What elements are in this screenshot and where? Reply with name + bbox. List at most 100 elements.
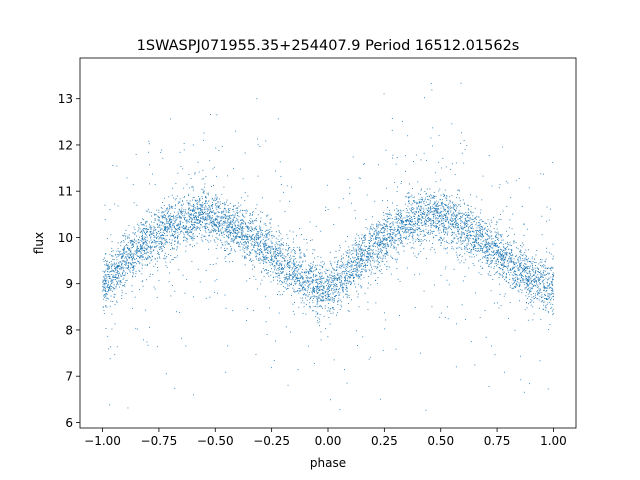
data-point [387, 265, 389, 267]
data-point [357, 247, 359, 249]
data-point [382, 227, 384, 228]
data-point [173, 235, 174, 237]
data-point [511, 268, 513, 270]
data-point [125, 256, 127, 258]
data-point [279, 161, 281, 163]
data-point [153, 232, 155, 234]
data-point [461, 216, 463, 218]
data-point [241, 228, 243, 230]
data-point [445, 215, 447, 217]
data-point [522, 271, 523, 273]
data-point [190, 231, 192, 233]
data-point [528, 303, 529, 305]
data-point [375, 250, 377, 252]
data-point [280, 283, 282, 285]
data-point [110, 280, 112, 282]
data-point [420, 214, 421, 215]
data-point [280, 233, 282, 235]
data-point [462, 221, 463, 223]
data-point [223, 210, 225, 212]
data-point [502, 276, 504, 278]
data-point [514, 273, 516, 275]
data-point [424, 204, 426, 206]
data-point [341, 277, 343, 279]
data-point [183, 225, 184, 227]
data-point [201, 214, 203, 215]
data-point [339, 276, 341, 278]
data-point [528, 281, 530, 282]
data-point [104, 283, 105, 285]
data-point [244, 200, 246, 201]
data-point [106, 260, 108, 262]
data-point [348, 259, 350, 261]
data-point [529, 289, 531, 291]
data-point [216, 230, 218, 232]
data-point [161, 212, 163, 213]
data-point [457, 194, 458, 196]
data-point [215, 147, 217, 149]
data-point [244, 252, 246, 253]
data-point [228, 253, 230, 255]
data-point [403, 228, 405, 229]
data-point [369, 263, 371, 265]
data-point [197, 199, 199, 201]
data-point [297, 264, 299, 266]
data-point [251, 227, 253, 229]
data-point [424, 211, 426, 213]
data-point [552, 276, 554, 278]
data-point [412, 212, 414, 214]
data-point [395, 218, 397, 220]
data-point [143, 242, 145, 244]
data-point [205, 213, 207, 215]
data-point [134, 275, 136, 277]
data-point [172, 224, 173, 226]
data-point [434, 201, 435, 203]
data-point [201, 214, 202, 216]
data-point [547, 311, 549, 312]
data-point [319, 285, 321, 287]
data-point [226, 227, 228, 229]
data-point [411, 236, 413, 238]
data-point [107, 291, 109, 292]
data-point [288, 278, 289, 280]
data-point [341, 301, 343, 303]
data-point [312, 287, 314, 289]
data-point [486, 233, 488, 235]
data-point [134, 238, 135, 240]
data-point [406, 228, 408, 230]
data-point [440, 210, 442, 212]
data-point [226, 215, 228, 217]
data-point [550, 270, 552, 271]
data-point [443, 227, 445, 229]
data-point [133, 265, 135, 267]
data-point [398, 215, 400, 217]
data-point [346, 263, 348, 265]
data-point [495, 272, 497, 274]
data-point [373, 238, 375, 240]
data-point [360, 263, 362, 265]
data-point [375, 272, 377, 274]
data-point [312, 279, 314, 280]
data-point [505, 247, 507, 249]
data-point [125, 293, 127, 295]
data-point [251, 228, 253, 229]
data-point [330, 271, 332, 273]
data-point [214, 224, 216, 226]
data-point [299, 257, 301, 259]
data-point [135, 251, 137, 253]
data-point [296, 261, 298, 263]
data-point [496, 222, 498, 224]
data-point [303, 302, 305, 304]
data-point [315, 279, 316, 281]
data-point [352, 261, 354, 263]
data-point [323, 296, 324, 298]
data-point [234, 230, 236, 232]
data-point [391, 236, 393, 238]
data-point [369, 248, 371, 250]
data-point [116, 300, 118, 302]
data-point [464, 229, 466, 231]
data-point [136, 253, 138, 255]
data-point [104, 294, 106, 295]
data-point [505, 256, 507, 258]
data-point [412, 224, 414, 225]
